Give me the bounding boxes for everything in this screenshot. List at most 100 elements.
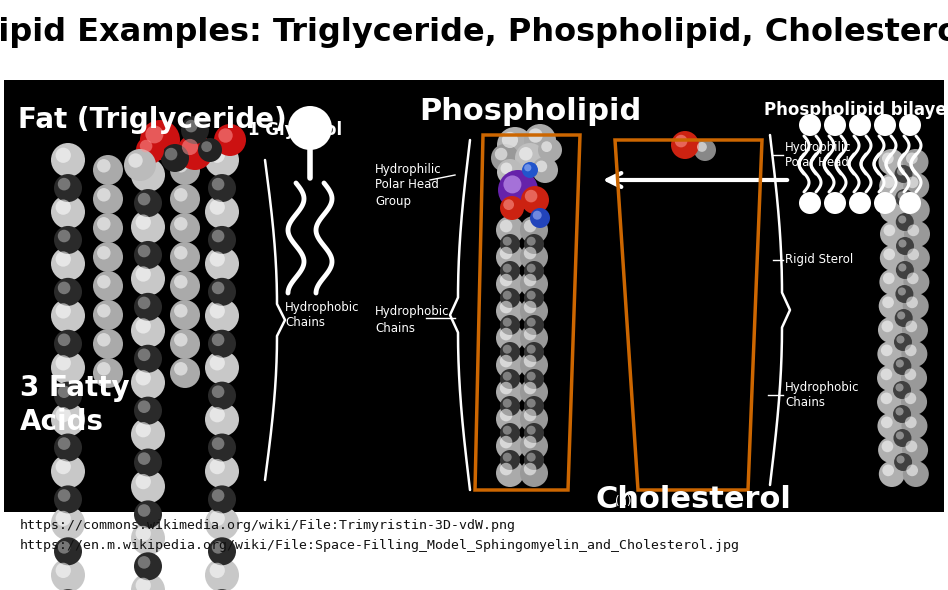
Circle shape xyxy=(496,270,524,298)
Circle shape xyxy=(520,297,548,325)
Circle shape xyxy=(879,293,904,319)
Circle shape xyxy=(799,192,821,214)
Circle shape xyxy=(902,341,927,367)
Circle shape xyxy=(903,197,930,223)
Circle shape xyxy=(903,245,930,271)
Circle shape xyxy=(51,143,85,177)
Circle shape xyxy=(136,578,151,590)
Text: Phospholipid bilayer: Phospholipid bilayer xyxy=(764,101,948,119)
Circle shape xyxy=(54,382,82,409)
Circle shape xyxy=(131,210,165,244)
Circle shape xyxy=(288,106,332,150)
Circle shape xyxy=(884,248,895,260)
Circle shape xyxy=(174,362,188,376)
Circle shape xyxy=(93,213,123,243)
Circle shape xyxy=(134,552,162,581)
Circle shape xyxy=(51,195,85,229)
Circle shape xyxy=(211,385,225,398)
Circle shape xyxy=(902,437,928,463)
Circle shape xyxy=(697,142,707,152)
Circle shape xyxy=(93,300,123,330)
Circle shape xyxy=(877,365,903,391)
Circle shape xyxy=(208,278,236,306)
Circle shape xyxy=(495,148,507,160)
Text: Phospholipid: Phospholipid xyxy=(419,97,641,126)
Circle shape xyxy=(137,401,151,413)
Circle shape xyxy=(877,389,903,415)
Circle shape xyxy=(522,162,538,178)
Circle shape xyxy=(893,405,911,423)
Circle shape xyxy=(904,392,917,404)
Circle shape xyxy=(879,173,905,199)
Circle shape xyxy=(500,423,520,443)
Circle shape xyxy=(520,243,548,271)
Circle shape xyxy=(849,114,871,136)
Circle shape xyxy=(496,297,524,325)
Circle shape xyxy=(211,541,225,553)
Circle shape xyxy=(496,324,524,352)
Circle shape xyxy=(824,114,846,136)
Circle shape xyxy=(137,349,151,361)
Circle shape xyxy=(137,556,151,569)
Circle shape xyxy=(500,261,520,281)
Circle shape xyxy=(134,396,162,425)
Text: https://commons.wikimedia.org/wiki/File:Trimyristin-3D-vdW.png: https://commons.wikimedia.org/wiki/File:… xyxy=(20,519,516,532)
Circle shape xyxy=(520,432,548,460)
Circle shape xyxy=(894,453,912,471)
Circle shape xyxy=(54,226,82,254)
Circle shape xyxy=(906,297,918,308)
Circle shape xyxy=(524,463,537,476)
Circle shape xyxy=(541,141,552,152)
Circle shape xyxy=(524,164,532,171)
Circle shape xyxy=(675,135,687,148)
Circle shape xyxy=(524,301,537,313)
Text: Rigid Sterol: Rigid Sterol xyxy=(785,254,853,267)
Circle shape xyxy=(210,407,225,422)
Circle shape xyxy=(134,293,162,321)
Circle shape xyxy=(884,201,895,212)
Circle shape xyxy=(211,333,225,346)
Circle shape xyxy=(532,157,558,183)
Circle shape xyxy=(503,175,521,194)
Circle shape xyxy=(54,434,82,461)
Circle shape xyxy=(524,369,544,389)
Circle shape xyxy=(899,240,906,248)
Circle shape xyxy=(883,464,894,476)
Circle shape xyxy=(896,285,913,303)
Circle shape xyxy=(210,251,225,267)
Circle shape xyxy=(137,245,151,257)
Circle shape xyxy=(496,432,524,460)
Circle shape xyxy=(521,186,549,214)
Circle shape xyxy=(895,165,913,183)
Circle shape xyxy=(502,372,512,381)
Circle shape xyxy=(58,230,70,242)
Circle shape xyxy=(51,402,85,437)
Circle shape xyxy=(496,216,524,244)
Circle shape xyxy=(524,124,556,156)
Circle shape xyxy=(51,247,85,281)
Circle shape xyxy=(218,128,232,143)
Circle shape xyxy=(896,384,903,392)
Circle shape xyxy=(502,426,512,435)
Circle shape xyxy=(137,297,151,309)
Circle shape xyxy=(898,191,905,199)
Circle shape xyxy=(58,541,70,553)
Circle shape xyxy=(208,434,236,461)
Circle shape xyxy=(538,138,562,162)
Circle shape xyxy=(208,486,236,513)
Circle shape xyxy=(520,216,548,244)
Circle shape xyxy=(124,149,156,181)
Circle shape xyxy=(208,174,236,202)
Circle shape xyxy=(880,197,905,223)
Circle shape xyxy=(131,314,165,348)
Circle shape xyxy=(205,195,239,229)
Circle shape xyxy=(906,464,918,476)
Circle shape xyxy=(500,220,512,232)
Circle shape xyxy=(97,217,111,231)
Circle shape xyxy=(901,389,927,415)
Circle shape xyxy=(883,273,895,284)
Circle shape xyxy=(170,155,200,185)
Circle shape xyxy=(170,213,200,243)
Circle shape xyxy=(899,263,906,271)
Circle shape xyxy=(533,211,541,219)
